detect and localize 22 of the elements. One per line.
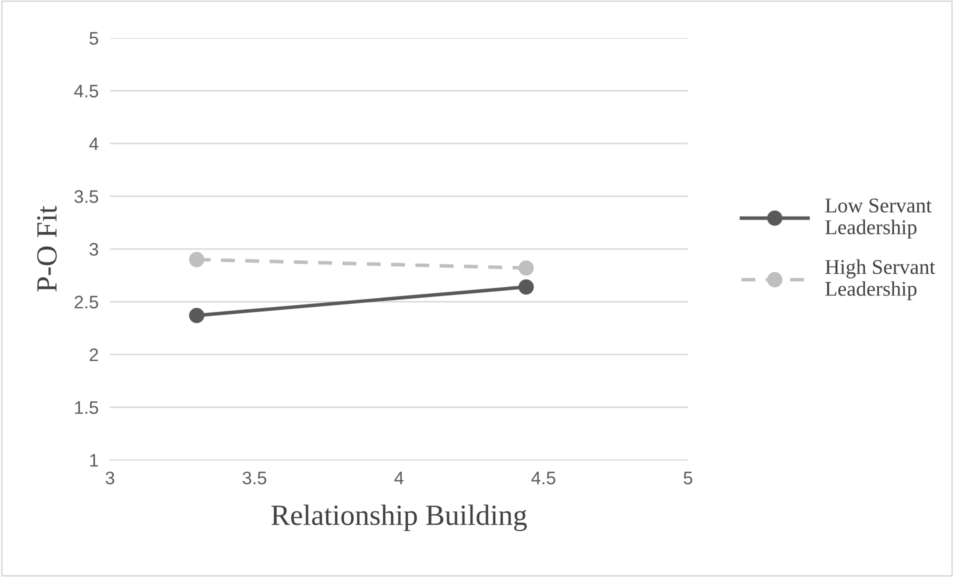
y-tick-label: 4 bbox=[89, 138, 98, 150]
x-tick-label: 5 bbox=[684, 472, 692, 484]
y-tick-label: 4.5 bbox=[74, 84, 98, 98]
legend-label: High Servant Leadership bbox=[825, 259, 936, 300]
y-tick-label: 3.5 bbox=[74, 190, 98, 203]
y-tick-label: 3 bbox=[90, 242, 98, 256]
point bbox=[189, 308, 204, 324]
point bbox=[189, 252, 204, 268]
x-tick-label: 4.5 bbox=[531, 472, 556, 484]
point bbox=[518, 279, 534, 295]
legend-label: Low Servant Leadership bbox=[825, 198, 932, 239]
y-tick-label: 1.5 bbox=[75, 401, 98, 414]
x-axis-title: Relationship Building bbox=[271, 504, 527, 532]
point bbox=[518, 260, 534, 276]
y-tick-label: 5 bbox=[90, 32, 98, 45]
y-tick-label: 1 bbox=[90, 454, 98, 467]
x-tick-label: 3 bbox=[106, 472, 114, 484]
y-tick-label: 2.5 bbox=[74, 296, 98, 308]
x-tick-label: 3.5 bbox=[242, 472, 266, 484]
y-axis-title: P-O Fit bbox=[37, 206, 57, 292]
y-tick-label: 2 bbox=[90, 348, 98, 362]
x-tick-label: 4 bbox=[394, 472, 404, 484]
